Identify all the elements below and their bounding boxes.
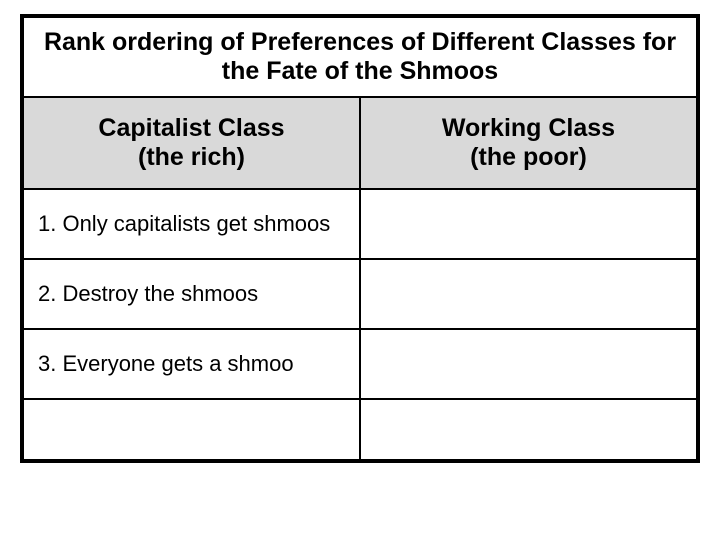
cell-capitalist-2: 2. Destroy the shmoos (22, 259, 360, 329)
title-row: Rank ordering of Preferences of Differen… (22, 16, 698, 97)
cell-working-2 (360, 259, 698, 329)
column-header-line2: (the rich) (138, 143, 245, 171)
preferences-table: Rank ordering of Preferences of Differen… (20, 14, 700, 463)
cell-working-4 (360, 399, 698, 461)
column-header-line1: Working Class (442, 114, 615, 142)
cell-capitalist-4 (22, 399, 360, 461)
cell-working-3 (360, 329, 698, 399)
table-title: Rank ordering of Preferences of Differen… (22, 16, 698, 97)
column-header-line1: Capitalist Class (98, 114, 284, 142)
column-header-working: Working Class (the poor) (360, 97, 698, 189)
table-row: 3. Everyone gets a shmoo (22, 329, 698, 399)
column-header-capitalist: Capitalist Class (the rich) (22, 97, 360, 189)
table-row: 2. Destroy the shmoos (22, 259, 698, 329)
cell-capitalist-1: 1. Only capitalists get shmoos (22, 189, 360, 259)
cell-working-1 (360, 189, 698, 259)
cell-capitalist-3: 3. Everyone gets a shmoo (22, 329, 360, 399)
table-row (22, 399, 698, 461)
table-row: 1. Only capitalists get shmoos (22, 189, 698, 259)
header-row: Capitalist Class (the rich) Working Clas… (22, 97, 698, 189)
table-container: Rank ordering of Preferences of Differen… (0, 0, 720, 477)
column-header-line2: (the poor) (470, 143, 587, 171)
